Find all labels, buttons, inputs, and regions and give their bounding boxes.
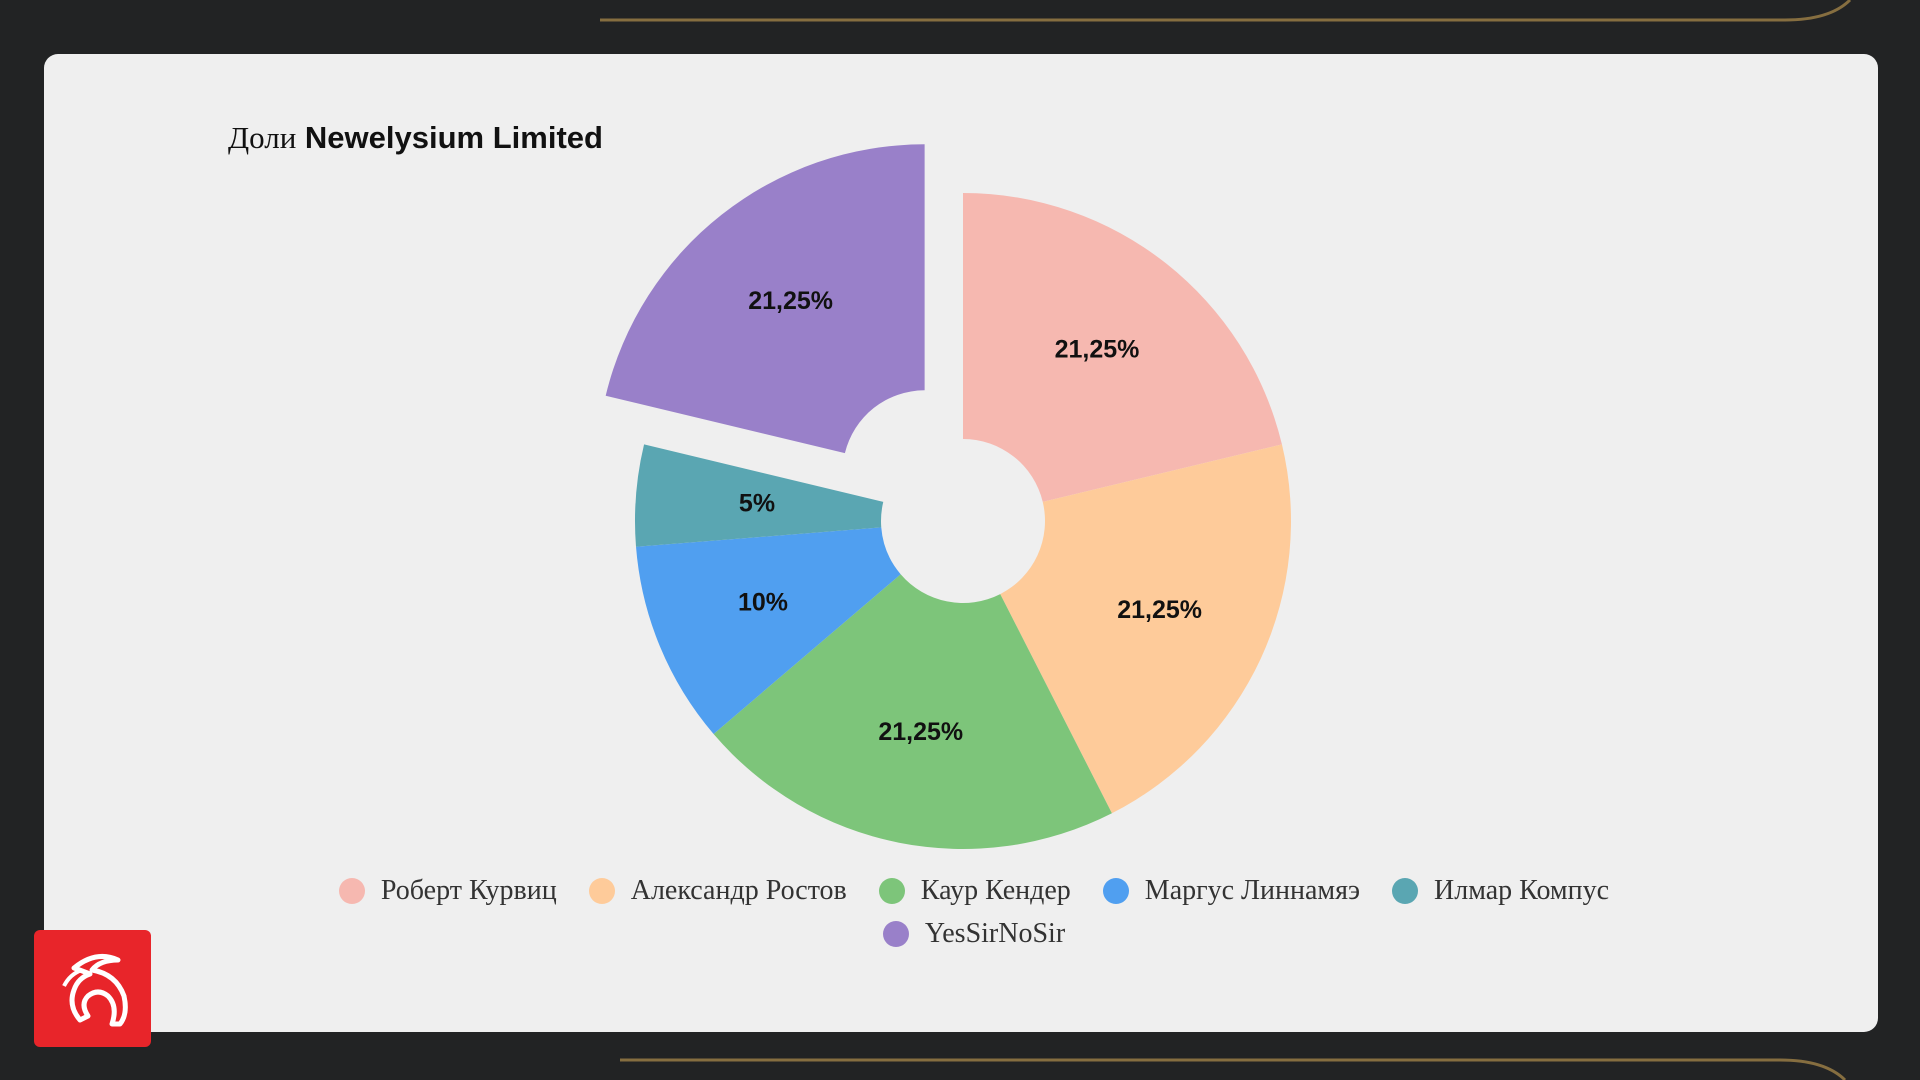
legend-swatch [588, 877, 615, 904]
legend-swatch [878, 877, 905, 904]
legend-row: Роберт Курвиц Александр Ростов Каур Кендер… [224, 869, 1724, 912]
data-label: 21,25% [748, 287, 833, 315]
chart-panel: Доли Newelysium Limited 21,25% 21,25% 21,2… [44, 54, 1878, 1032]
dragon-logo-icon [62, 953, 128, 1027]
chart-title: Доли Newelysium Limited [228, 120, 603, 156]
legend-item: YesSirNoSir [882, 917, 1066, 950]
data-label: 10% [738, 588, 788, 616]
pie-slice [636, 527, 901, 735]
legend-label: YesSirNoSir [924, 917, 1066, 949]
legend-label: Илмар Компус [1434, 874, 1610, 906]
legend-item: Александр Ростов [588, 874, 847, 907]
legend-label: Роберт Курвиц [380, 874, 557, 906]
legend-item: Каур Кендер [878, 874, 1071, 907]
donut-chart: 21,25% 21,25% 21,25% 10% 5% 21,25% [605, 144, 1292, 850]
data-label: 21,25% [1117, 596, 1202, 624]
legend-swatch [338, 877, 365, 904]
chart-legend: Роберт Курвиц Александр Ростов Каур Кендер… [224, 869, 1724, 955]
legend-item: Илмар Компус [1392, 875, 1609, 907]
legend-label: Каур Кендер [920, 874, 1071, 906]
pie-slice [1000, 444, 1292, 814]
legend-label: Маргус Линнамяэ [1144, 874, 1361, 906]
chart-title-prefix: Доли [228, 120, 297, 155]
legend-swatch [882, 920, 909, 947]
legend-label: Александр Ростов [630, 874, 847, 906]
legend-swatch [1392, 877, 1419, 904]
pie-slice [635, 444, 884, 547]
chart-title-company: Newelysium Limited [304, 120, 603, 155]
brand-logo [34, 930, 151, 1047]
legend-swatch [1102, 877, 1129, 904]
pie-slice [713, 574, 1112, 850]
data-label: 5% [739, 489, 775, 517]
data-label: 21,25% [878, 718, 963, 746]
legend-item: Маргус Линнамяэ [1102, 874, 1361, 907]
legend-row: YesSirNoSir [224, 912, 1724, 955]
pie-slice [605, 144, 925, 454]
data-label: 21,25% [1055, 336, 1140, 364]
pie-slice [963, 193, 1282, 502]
legend-item: Роберт Курвиц [338, 874, 557, 907]
